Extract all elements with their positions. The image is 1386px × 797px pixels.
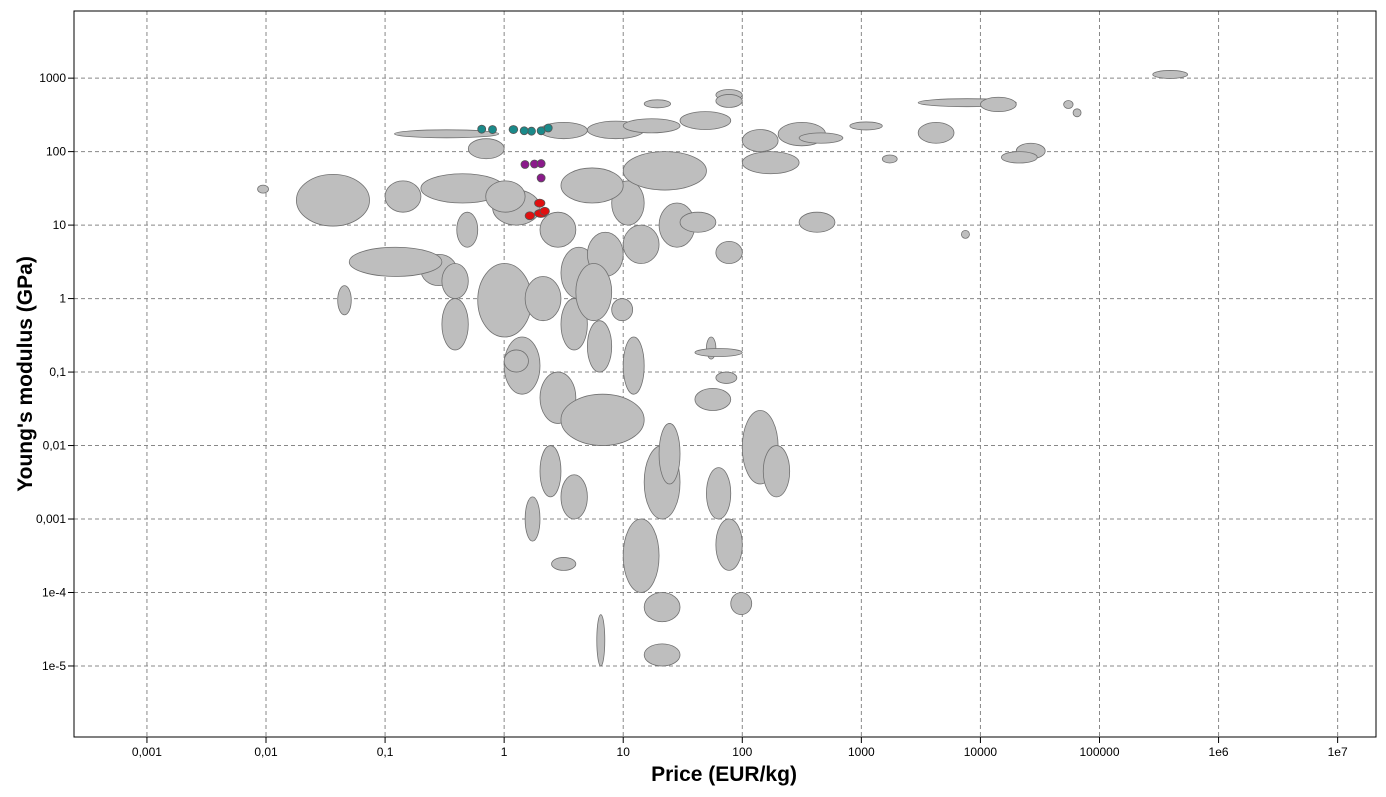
material-bubble [524,211,535,221]
x-tick-label: 10000 [964,745,998,759]
material-bubble [539,206,550,216]
material-bubble [456,211,479,248]
material-bubble [520,160,530,169]
material-bubble [337,285,352,316]
material-bubble [543,123,553,133]
material-bubble [586,320,613,373]
material-bubble [961,229,970,239]
material-bubble [508,125,519,134]
material-bubble [485,180,526,213]
material-bubble [575,263,613,322]
material-bubble [611,298,634,322]
y-tick-label: 1000 [39,71,66,85]
material-bubble [741,151,800,175]
x-tick-label: 10 [617,745,631,759]
material-bubble [488,125,497,134]
material-bubble [560,393,645,446]
x-tick-label: 0,001 [132,745,162,759]
material-bubble [980,96,1017,113]
material-bubble [477,263,532,338]
material-bubble [539,445,562,498]
material-bubble [881,154,898,164]
x-tick-label: 1e7 [1328,745,1348,759]
material-bubble [467,138,505,160]
material-bubble [715,518,743,571]
y-tick-label: 1 [59,292,66,306]
y-tick-label: 0,1 [49,365,66,379]
material-bubble [694,387,732,411]
material-bubble [762,445,791,498]
material-bubble [622,518,660,593]
material-bubble [519,126,529,136]
material-bubble [560,474,588,520]
material-bubble [1152,70,1189,79]
material-bubble [1063,100,1074,109]
y-tick-label: 1e-5 [42,659,66,673]
y-tick-label: 100 [46,145,66,159]
material-bubble [798,132,844,144]
material-bubble [679,211,717,233]
y-tick-label: 10 [53,218,67,232]
material-bubble [534,198,546,208]
material-bubble [441,263,469,299]
material-bubble [849,121,883,131]
material-bubble [527,126,536,136]
y-tick-label: 0,001 [36,512,66,526]
material-bubble [730,592,753,616]
x-tick-label: 1e6 [1209,745,1229,759]
material-bubble [715,241,743,264]
x-tick-label: 0,01 [254,745,278,759]
x-tick-label: 1000 [848,745,875,759]
y-axis-title: Young's modulus (GPa) [14,256,37,492]
material-bubble [536,159,546,168]
material-bubble [596,614,606,667]
y-tick-label: 0,01 [43,439,67,453]
x-axis-title: Price (EUR/kg) [651,763,797,786]
x-tick-label: 100 [732,745,752,759]
plot-frame [73,10,1377,738]
material-bubble [643,99,672,109]
material-bubble [658,423,681,485]
material-bubble [917,121,955,144]
material-bubble [477,124,487,134]
y-tick-label: 1e-4 [42,585,66,599]
material-bubble [394,129,500,139]
material-bubble [257,184,269,194]
material-bubble [348,246,443,277]
material-bubble [296,173,370,227]
material-bubble [551,557,577,571]
material-bubble [441,298,469,351]
material-bubble [622,224,660,264]
material-bubble [694,348,743,357]
material-bubble [798,211,836,233]
material-bubble [715,94,743,108]
material-bubble [741,129,779,153]
material-bubble [524,276,562,322]
material-bubble [706,467,732,520]
x-tick-label: 1 [501,745,508,759]
material-bubble [560,167,624,204]
material-bubble [622,336,645,395]
material-bubble [524,496,541,542]
material-bubble [536,173,546,183]
material-bubble [384,180,422,213]
x-tick-label: 0,1 [377,745,394,759]
x-tick-label: 100000 [1079,745,1119,759]
material-bubble [715,371,738,384]
material-bubble [679,111,732,130]
material-bubble [643,643,681,667]
material-bubble [539,211,577,248]
material-bubble [643,592,681,623]
material-bubble [622,151,707,191]
material-bubble [1072,108,1082,118]
material-bubble [503,349,529,373]
material-bubble [1000,151,1038,164]
material-bubble [622,118,681,134]
